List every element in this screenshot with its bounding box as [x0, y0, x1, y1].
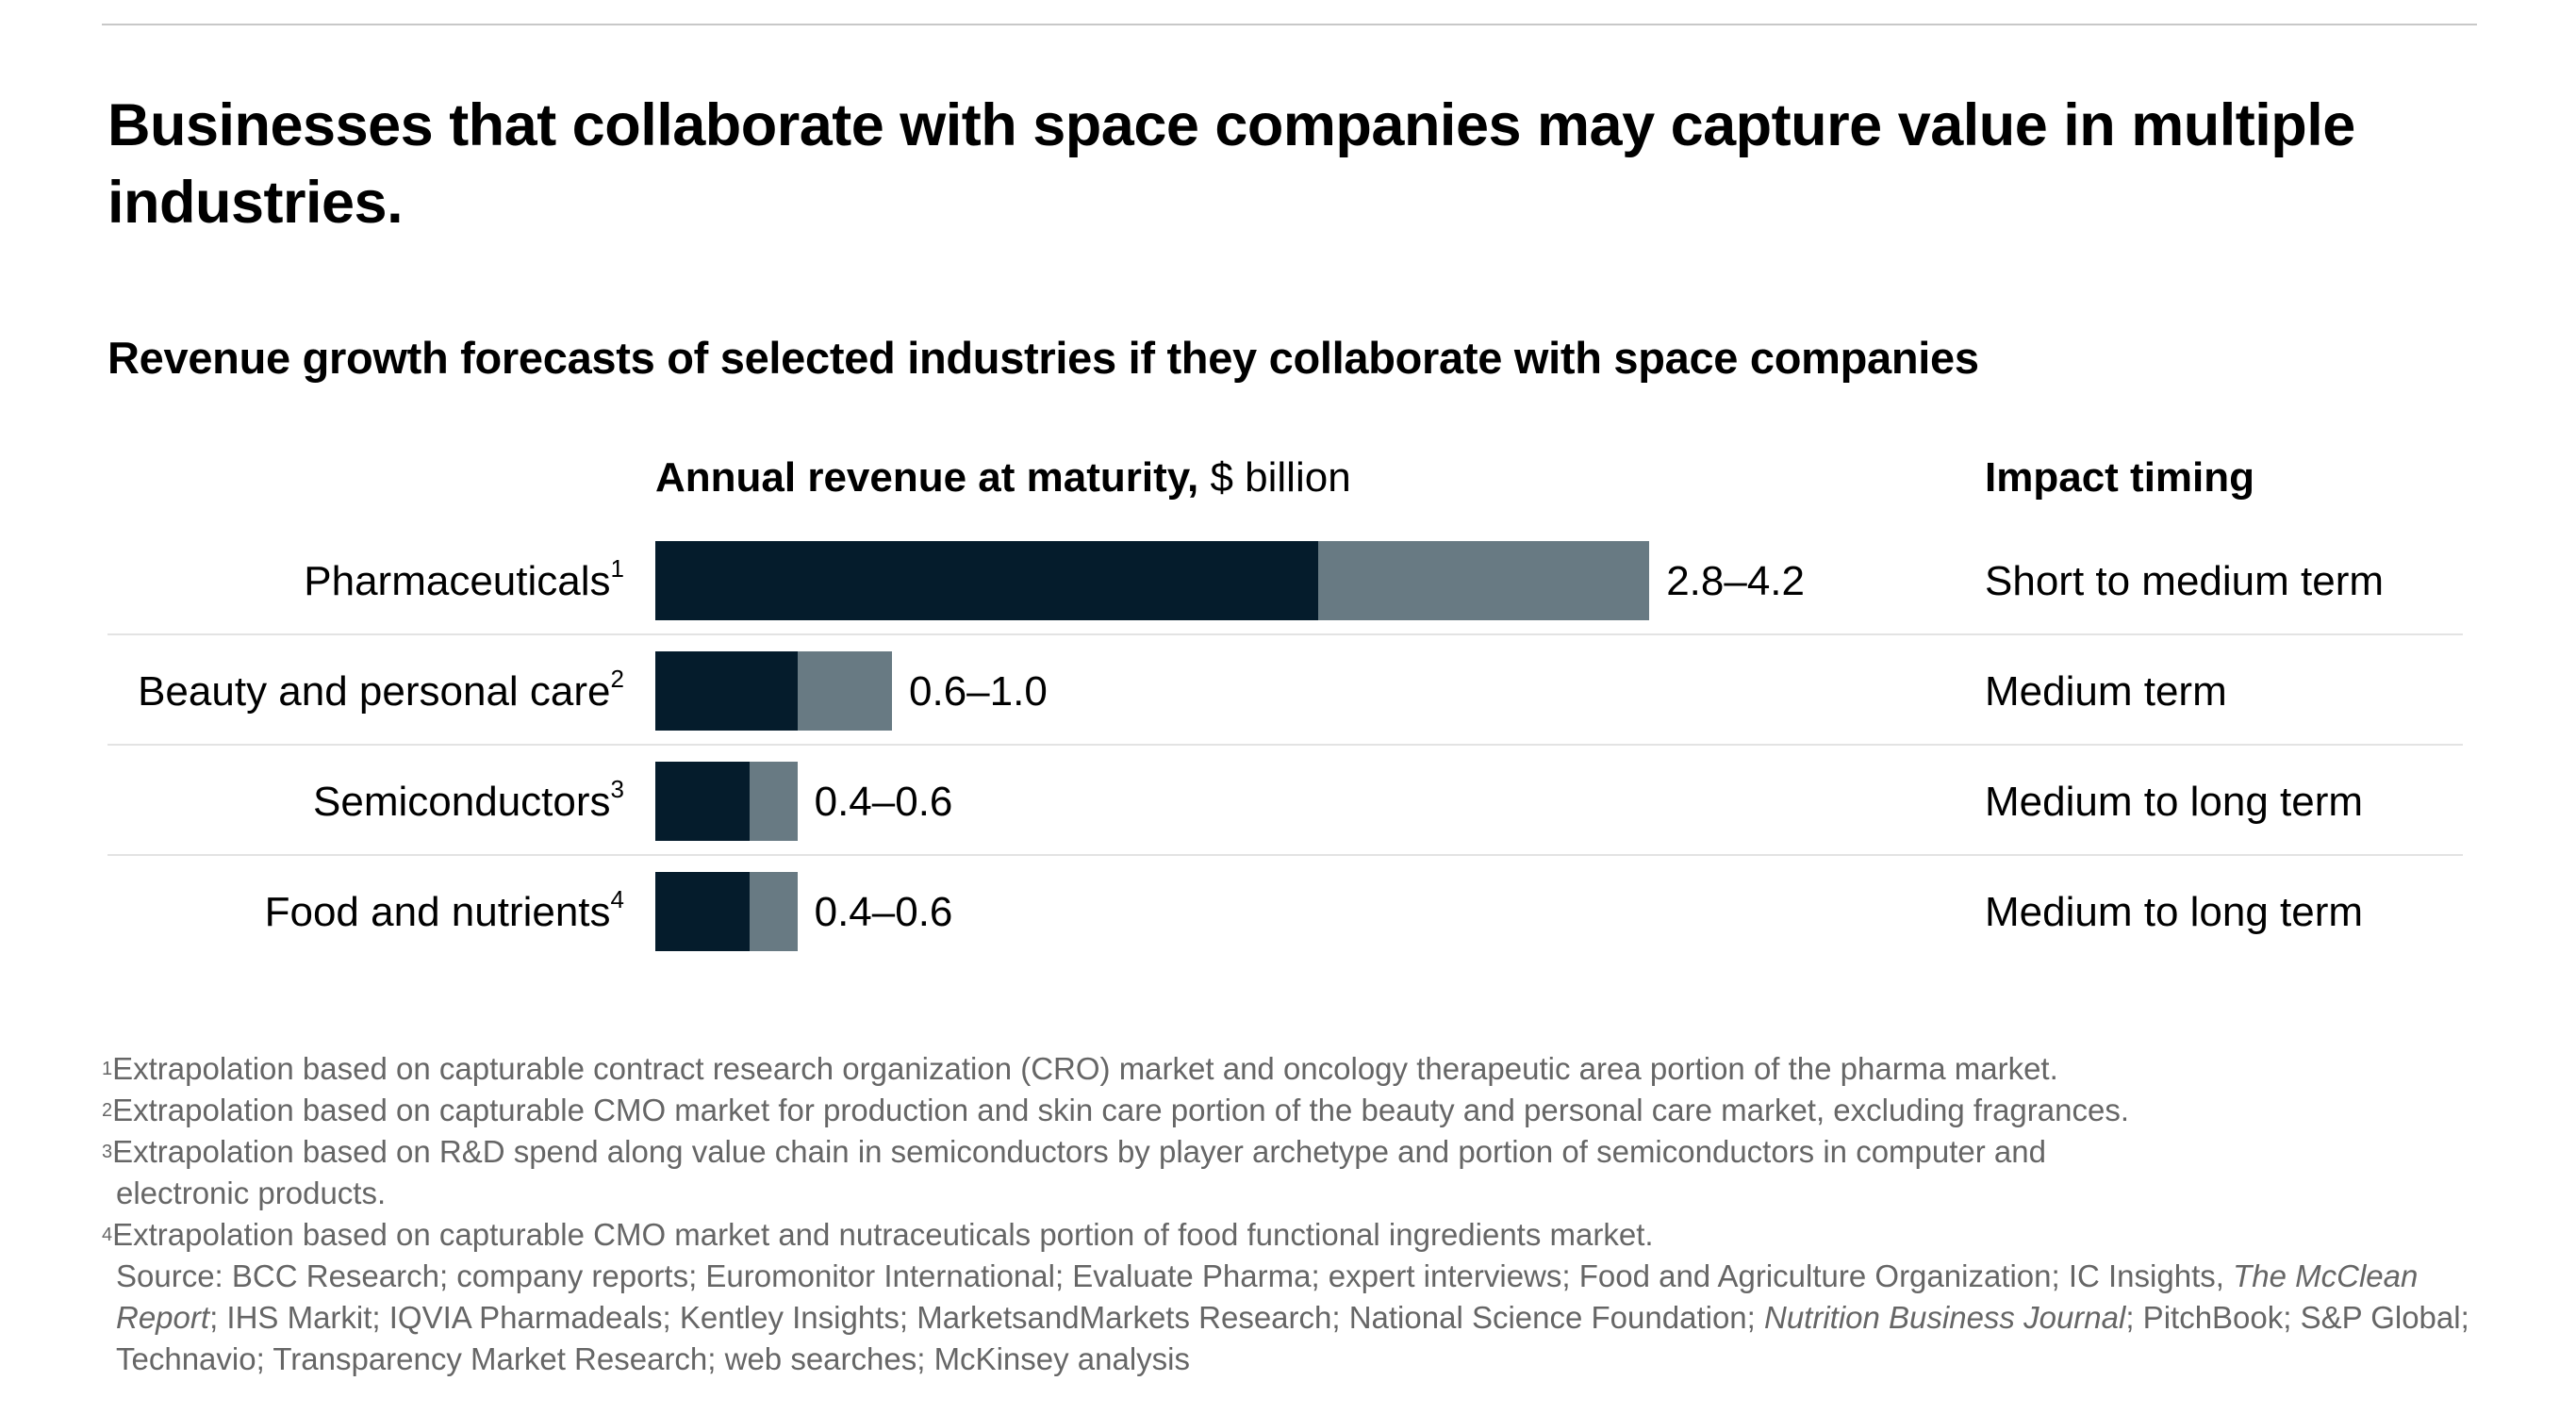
footnote-text: Extrapolation based on R&D spend along v…: [112, 1134, 2046, 1169]
chart-subtitle: Revenue growth forecasts of selected ind…: [107, 333, 1979, 383]
footnote: 2Extrapolation based on capturable CMO m…: [102, 1090, 2516, 1131]
bar-low: [655, 541, 1318, 620]
footnote: 4Extrapolation based on capturable CMO m…: [102, 1214, 2516, 1256]
bar-range: [797, 651, 892, 731]
category-name: Beauty and personal care: [138, 668, 611, 715]
bar-row: Food and nutrients4 0.4–0.6 Medium to long…: [0, 872, 2576, 982]
footnote-mark: 1: [610, 554, 624, 583]
chart-title: Businesses that collaborate with space c…: [107, 92, 2355, 236]
footnote: 3Extrapolation based on R&D spend along …: [102, 1131, 2516, 1214]
bar-range: [750, 872, 798, 951]
bar-row: Semiconductors3 0.4–0.6 Medium to long ter…: [0, 762, 2576, 872]
bar-row: Pharmaceuticals1 2.8–4.2 Short to medium t…: [0, 541, 2576, 651]
impact-timing-header: Impact timing: [1985, 454, 2255, 501]
data-label: 2.8–4.2: [1666, 558, 1805, 604]
row-separator: [107, 633, 2463, 635]
category-name: Pharmaceuticals: [304, 558, 611, 604]
data-label: 0.4–0.6: [814, 889, 953, 935]
footnote-number: 2: [102, 1100, 113, 1121]
source-text: ; PitchBook; S&P Global; Technavio; Tran…: [116, 1300, 2469, 1376]
impact-timing: Medium to long term: [1985, 889, 2364, 935]
source-italic: The McClean Report: [116, 1258, 2419, 1335]
source-italic: Nutrition Business Journal: [1763, 1300, 2126, 1335]
footnote-number: 4: [102, 1225, 113, 1245]
footnote-text: Extrapolation based on capturable CMO ma…: [112, 1093, 2129, 1127]
footnote-number: 3: [102, 1142, 113, 1162]
top-rule: [102, 24, 2477, 25]
value-header-bold: Annual revenue at maturity,: [655, 454, 1199, 501]
bar-low: [655, 651, 798, 731]
bar-row: Beauty and personal care2 0.6–1.0 Medium t…: [0, 651, 2576, 762]
impact-timing: Medium term: [1985, 668, 2227, 715]
category-name: Food and nutrients: [264, 889, 611, 935]
bar-range: [750, 762, 798, 841]
category-name: Semiconductors: [313, 779, 611, 825]
bar-range: [1317, 541, 1650, 620]
row-separator: [107, 854, 2463, 856]
footnotes: 1Extrapolation based on capturable contr…: [102, 1048, 2516, 1380]
source-note: Source: BCC Research; company reports; E…: [102, 1256, 2516, 1380]
category-label: Food and nutrients4: [264, 885, 624, 936]
impact-timing: Medium to long term: [1985, 779, 2364, 825]
source-text: ; IHS Markit; IQVIA Pharmadeals; Kentley…: [209, 1300, 1764, 1335]
value-header-unit: $ billion: [1210, 454, 1351, 501]
footnote-text-continued: electronic products.: [116, 1176, 387, 1210]
row-separator: [107, 744, 2463, 746]
footnote-mark: 3: [610, 775, 624, 803]
category-label: Pharmaceuticals1: [304, 554, 624, 605]
bar-low: [655, 872, 751, 951]
footnote: 1Extrapolation based on capturable contr…: [102, 1048, 2516, 1090]
category-label: Semiconductors3: [313, 775, 624, 826]
data-label: 0.6–1.0: [909, 668, 1048, 715]
footnote-text: Extrapolation based on capturable contra…: [112, 1051, 2058, 1086]
bar-low: [655, 762, 751, 841]
footnote-number: 1: [102, 1059, 113, 1079]
footnote-mark: 2: [610, 665, 624, 693]
source-text: Source: BCC Research; company reports; E…: [116, 1258, 2234, 1293]
impact-timing: Short to medium term: [1985, 558, 2385, 604]
footnote-text: Extrapolation based on capturable CMO ma…: [112, 1217, 1654, 1252]
footnote-mark: 4: [610, 885, 624, 913]
data-label: 0.4–0.6: [814, 779, 953, 825]
category-label: Beauty and personal care2: [138, 665, 624, 715]
value-axis-header: Annual revenue at maturity, $ billion: [655, 454, 1351, 501]
